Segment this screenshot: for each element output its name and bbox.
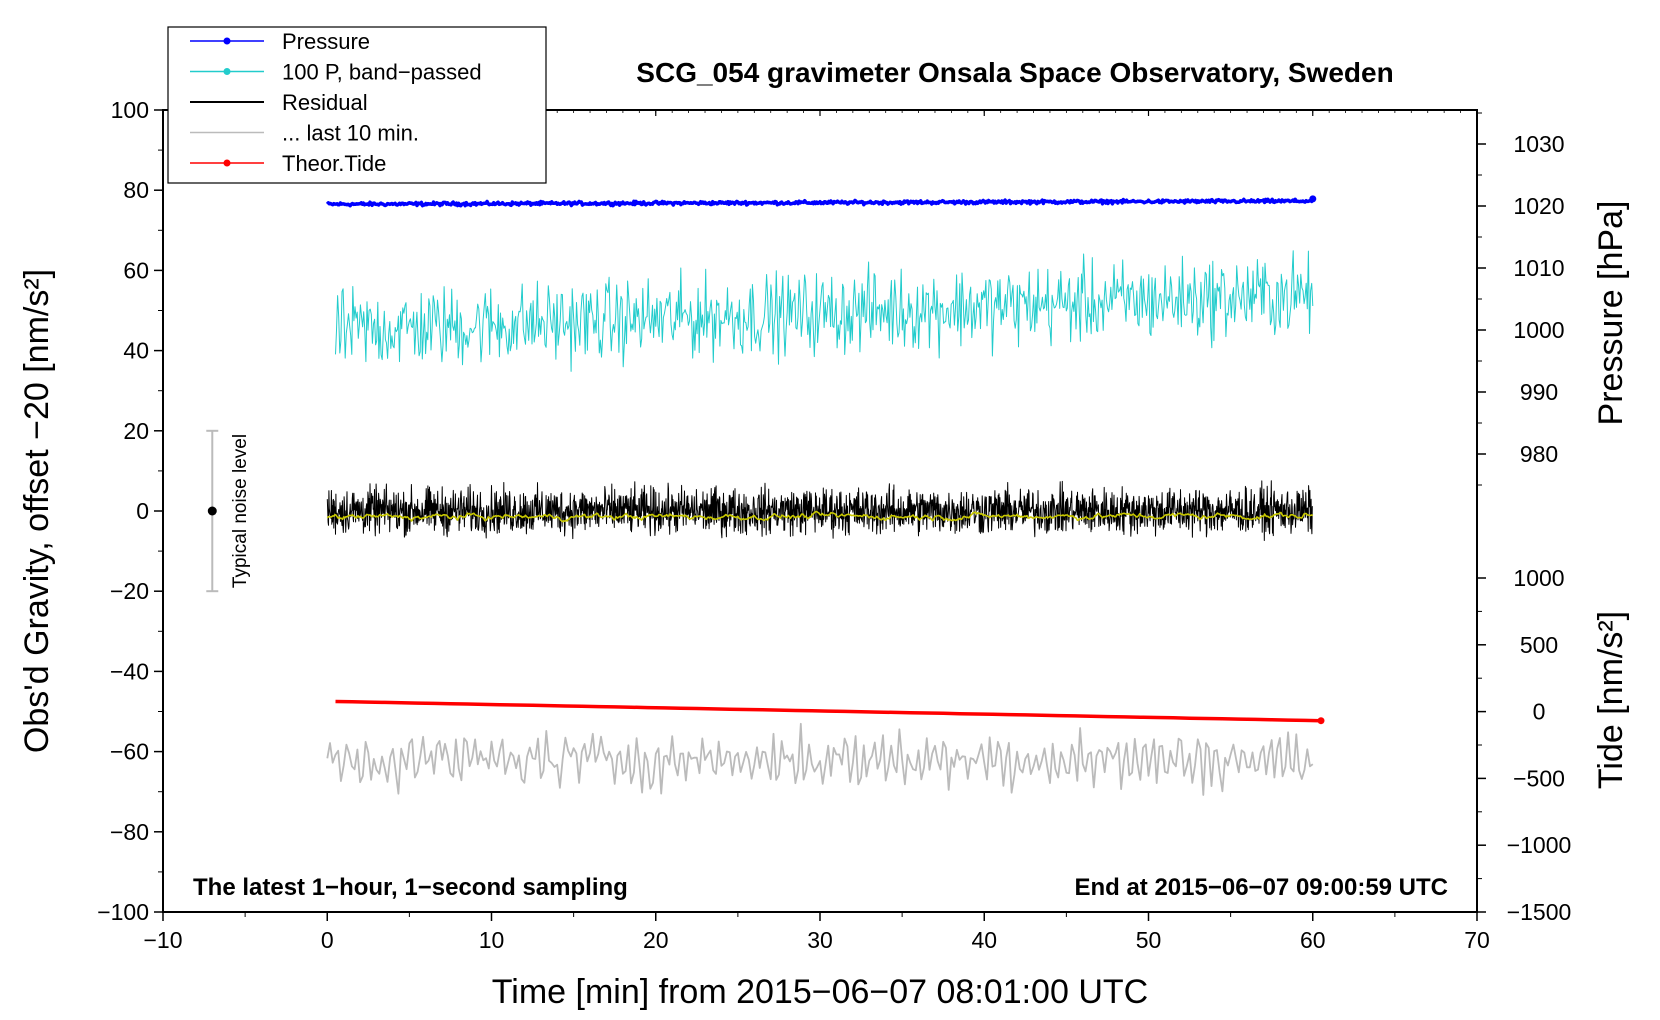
y-tick-label: 60 [123, 257, 149, 283]
noise-bar [206, 429, 219, 593]
legend: Pressure 100 P, band−passed Residual ... la… [167, 26, 547, 184]
x-tick-label: 50 [1136, 927, 1162, 953]
series-line [335, 699, 1322, 723]
note-sampling: The latest 1−hour, 1−second sampling [193, 874, 628, 901]
x-axis-title: Time [min] from 2015−06−07 08:01:00 UTC [492, 973, 1148, 1011]
y-axis-title-left: Obs'd Gravity, offset −20 [nm/s²] [18, 269, 56, 753]
chart-title: SCG_054 gravimeter Onsala Space Observat… [636, 57, 1393, 88]
pressure-tick-label: 1020 [1513, 193, 1564, 219]
series-layer [325, 195, 1325, 796]
x-tick-label: 20 [643, 927, 669, 953]
legend-label: 100 P, band−passed [282, 60, 482, 85]
x-tick-label: 60 [1300, 927, 1326, 953]
y-tick-label: −20 [110, 578, 149, 604]
y-axis-title-pressure: Pressure [hPa] [1592, 201, 1630, 426]
legend-marker [223, 37, 231, 45]
y-tick-label: 80 [123, 177, 149, 203]
x-tick-label: −10 [143, 927, 182, 953]
series-line [326, 480, 1313, 541]
legend-marker [223, 159, 231, 167]
x-tick-label: 0 [321, 927, 334, 953]
series-line [326, 722, 1314, 796]
x-tick-label: 30 [807, 927, 833, 953]
x-tick-label: 40 [971, 927, 997, 953]
tide-tick-label: 1000 [1513, 565, 1564, 591]
pressure-tick-label: 1030 [1513, 131, 1564, 157]
y-tick-label: 0 [136, 498, 149, 524]
series-line [326, 510, 1314, 523]
pressure-tick-label: 1000 [1513, 317, 1564, 343]
x-tick-label: 70 [1464, 927, 1490, 953]
y-axis-title-tide: Tide [nm/s²] [1592, 611, 1630, 789]
tide-tick-label: 0 [1533, 699, 1546, 725]
note-end-time: End at 2015−06−07 09:00:59 UTC [1074, 874, 1448, 901]
y-tick-label: 20 [123, 418, 149, 444]
y-tick-label: −60 [110, 739, 149, 765]
y-tick-label: −100 [97, 899, 149, 925]
series-end-point [1309, 195, 1317, 203]
series-end-point [1317, 717, 1325, 725]
legend-label: Pressure [282, 29, 370, 54]
legend-label: Residual [282, 90, 368, 115]
pressure-tick-label: 990 [1520, 379, 1558, 405]
y-tick-label: −40 [110, 658, 149, 684]
tide-tick-label: 500 [1520, 632, 1558, 658]
x-tick-label: 10 [479, 927, 505, 953]
series-line [335, 250, 1314, 372]
noise-bar-label: Typical noise level [230, 434, 251, 588]
legend-label: Theor.Tide [282, 151, 386, 176]
legend-label: ... last 10 min. [282, 121, 419, 146]
tide-tick-label: −500 [1513, 765, 1565, 791]
legend-marker [223, 68, 231, 75]
noise-bar-center [207, 506, 217, 516]
series-line [325, 197, 1315, 208]
ticks-layer: −10 0 10 20 30 40 50 60 70−100−80−60−40−20020406… [97, 97, 1571, 953]
y-tick-label: 40 [123, 338, 149, 364]
y-tick-label: −80 [110, 819, 149, 845]
tide-tick-label: −1500 [1507, 899, 1572, 925]
legend-box [167, 26, 547, 184]
y-tick-label: 100 [111, 97, 149, 123]
pressure-tick-label: 980 [1520, 441, 1558, 467]
tide-tick-label: −1000 [1507, 832, 1572, 858]
pressure-tick-label: 1010 [1513, 255, 1564, 281]
